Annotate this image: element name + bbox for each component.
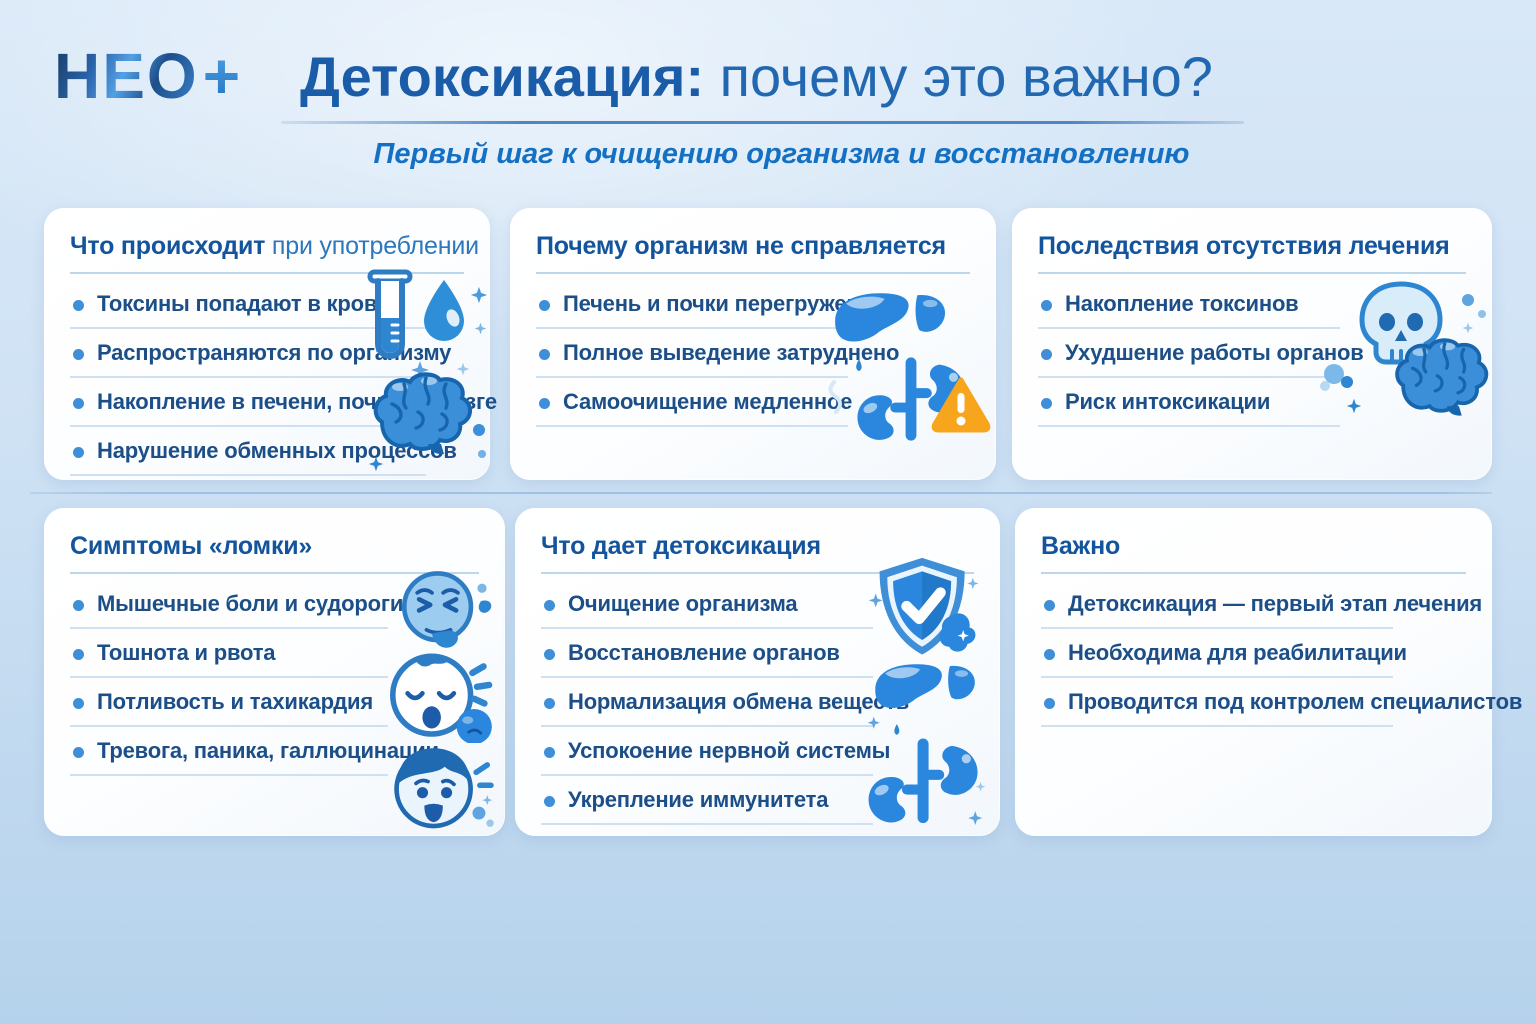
- list-item: Очищение организма: [541, 580, 873, 629]
- list-item: Печень и почки перегружены: [536, 280, 878, 329]
- test-tube-icon: [367, 269, 488, 379]
- list-item: Токсины попадают в кровь: [70, 280, 426, 329]
- liver-icon: [867, 664, 975, 736]
- card-consequences: Последствия отсутствия лечения Накоплени…: [1012, 208, 1492, 480]
- list-item: Тревога, паника, галлюцинации: [70, 727, 439, 776]
- card-title-underline: [541, 572, 974, 574]
- list-item: Полное выведение затруднено: [536, 329, 899, 378]
- card-title: Что дает детоксикация: [541, 532, 821, 560]
- card-detox-benefits: Что дает детоксикация Очищение организма…: [515, 508, 1000, 836]
- kidneys-icon: [868, 738, 986, 826]
- list-item: Нарушение обменных процессов: [70, 427, 457, 476]
- row-divider: [30, 492, 1492, 494]
- list-item: Самоочищение медленное: [536, 378, 852, 427]
- list-item: Ухудшение работы органов: [1038, 329, 1364, 378]
- page-title-light: почему это важно?: [704, 45, 1213, 108]
- card-title: Последствия отсутствия лечения: [1038, 232, 1450, 260]
- warning-icon: [931, 377, 991, 433]
- logo-plus-sign: +: [202, 40, 243, 112]
- list-item: Укрепление иммунитета: [541, 776, 873, 825]
- card-title: Что происходит при употреблении: [70, 232, 479, 260]
- card-title-underline: [1041, 572, 1466, 574]
- smoke-puffs: [1320, 364, 1353, 391]
- logo-text: НЕО: [54, 40, 199, 112]
- title-underline: [281, 121, 1244, 124]
- symptom-faces: [369, 570, 501, 832]
- liver-kidneys-warning-icon: [828, 293, 991, 441]
- shield-check-icon: [868, 557, 979, 655]
- list-item: Восстановление органов: [541, 629, 873, 678]
- scared-face-icon: [394, 748, 494, 829]
- list-item: Детоксикация — первый этап лечения: [1041, 580, 1482, 629]
- brain-icon: [368, 372, 486, 472]
- skull-icon: [1359, 281, 1443, 365]
- detox-icons: [856, 557, 994, 832]
- card-important: Важно Детоксикация — первый этап лечения…: [1015, 508, 1522, 836]
- list-item: Необходима для реабилитации: [1041, 629, 1407, 678]
- list-item: Мышечные боли и судороги: [70, 580, 403, 629]
- card-title-underline: [536, 272, 970, 274]
- card-title: Важно: [1041, 532, 1121, 560]
- list-item: Успокоение нервной системы: [541, 727, 890, 776]
- list-item: Тошнота и рвота: [70, 629, 388, 678]
- neo-plus-logo: НЕО+: [54, 44, 242, 108]
- page-subtitle: Первый шаг к очищению организма и восста…: [373, 138, 1190, 170]
- card-title: Почему организм не справляется: [536, 232, 946, 260]
- card-title-underline: [70, 272, 464, 274]
- list-item: Потливость и тахикардия: [70, 678, 388, 727]
- card-why-body-fails: Почему организм не справляется Печень и …: [510, 208, 996, 480]
- card-withdrawal-symptoms: Симптомы «ломки» Мышечные боли и судорог…: [44, 508, 505, 836]
- brain-icon: [1395, 338, 1489, 418]
- bullet-list: Детоксикация — первый этап лечения Необх…: [1041, 580, 1522, 727]
- list-item: Накопление токсинов: [1038, 280, 1340, 329]
- card-what-happens: Что происходит при употреблении Токсины …: [44, 208, 497, 480]
- bullet-list: Очищение организма Восстановление органо…: [541, 580, 909, 825]
- water-drop-icon: [424, 280, 464, 341]
- liver-icon: [835, 293, 946, 372]
- list-item: Нормализация обмена веществ: [541, 678, 909, 727]
- card-title-underline: [1038, 272, 1466, 274]
- nauseated-face-icon: [401, 571, 492, 648]
- card-title: Симптомы «ломки»: [70, 532, 313, 560]
- page-title-bold: Детоксикация:: [300, 45, 705, 108]
- bullet-list: Печень и почки перегружены Полное выведе…: [536, 280, 899, 427]
- bullet-list: Мышечные боли и судороги Тошнота и рвота…: [70, 580, 439, 776]
- list-item: Проводится под контролем специалистов: [1041, 678, 1522, 727]
- bullet-list: Накопление токсинов Ухудшение работы орг…: [1038, 280, 1364, 427]
- skull-brain-icon: [1320, 281, 1489, 418]
- distressed-face-icon: [390, 653, 493, 744]
- card-title-underline: [70, 572, 479, 574]
- page-title: Детоксикация: почему это важно?: [300, 46, 1213, 108]
- list-item: Риск интоксикации: [1038, 378, 1340, 427]
